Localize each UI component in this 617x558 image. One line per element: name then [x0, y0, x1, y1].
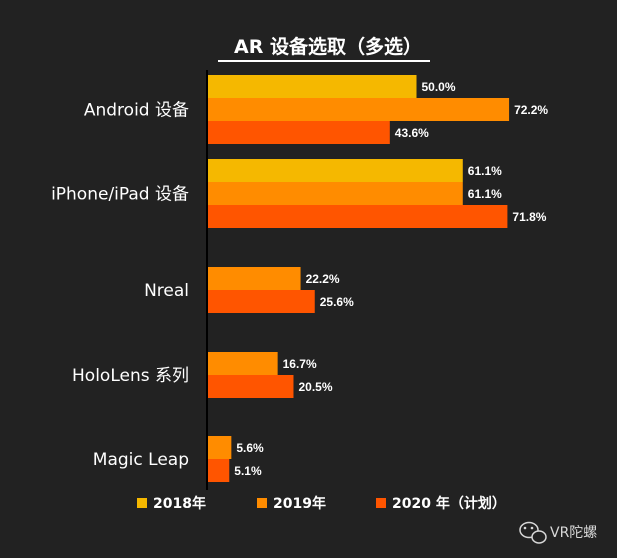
data-label-1-series-2: 72.2%: [514, 103, 548, 117]
category-label-1: Android 设备: [84, 101, 189, 121]
bar-2-series-2: [208, 182, 463, 205]
legend-swatch-3: [376, 498, 386, 508]
category-labels-layer: Android 设备 iPhone/iPad 设备 Nreal HoloLens 系列…: [51, 101, 189, 471]
watermark-text: VR陀螺: [550, 525, 597, 541]
data-labels-layer: 50.0% 72.2% 43.6% 61.1% 61.1% 71.8% 22.2% 25.6%…: [234, 80, 548, 478]
wechat-icon: [519, 521, 547, 544]
watermark: VR陀螺: [519, 521, 597, 544]
bar-2-series-1: [208, 159, 463, 182]
data-label-5-series-3: 5.1%: [234, 464, 262, 478]
data-label-3-series-2: 22.2%: [306, 272, 340, 286]
data-label-1-series-3: 43.6%: [395, 126, 429, 140]
legend-swatch-1: [137, 498, 147, 508]
bar-1-series-1: [208, 75, 417, 98]
legend-label-2: 2019年: [273, 495, 326, 512]
category-label-5: Magic Leap: [93, 450, 189, 470]
category-label-4: HoloLens 系列: [72, 366, 189, 386]
bar-3-series-2: [208, 267, 301, 290]
legend-label-3: 2020 年（计划）: [392, 495, 506, 512]
bar-4-series-3: [208, 375, 294, 398]
bar-5-series-2: [208, 436, 232, 459]
category-label-2: iPhone/iPad 设备: [51, 185, 189, 205]
bar-3-series-3: [208, 290, 315, 313]
bars-layer: [208, 75, 510, 482]
data-label-5-series-2: 5.6%: [236, 441, 264, 455]
bar-5-series-3: [208, 459, 230, 482]
bar-4-series-2: [208, 352, 278, 375]
legend: 2018年 2019年 2020 年（计划）: [137, 495, 506, 512]
data-label-3-series-3: 25.6%: [320, 295, 354, 309]
category-label-3: Nreal: [144, 281, 189, 301]
legend-swatch-2: [257, 498, 267, 508]
data-label-1-series-1: 50.0%: [422, 80, 456, 94]
bar-2-series-3: [208, 205, 508, 228]
data-label-2-series-3: 71.8%: [512, 210, 546, 224]
bar-1-series-3: [208, 121, 390, 144]
legend-label-1: 2018年: [153, 495, 206, 512]
data-label-2-series-2: 61.1%: [468, 187, 502, 201]
chart-title: AR 设备选取（多选）: [234, 35, 422, 58]
bar-1-series-2: [208, 98, 510, 121]
data-label-4-series-3: 20.5%: [298, 380, 332, 394]
data-label-2-series-1: 61.1%: [468, 164, 502, 178]
data-label-4-series-2: 16.7%: [283, 357, 317, 371]
